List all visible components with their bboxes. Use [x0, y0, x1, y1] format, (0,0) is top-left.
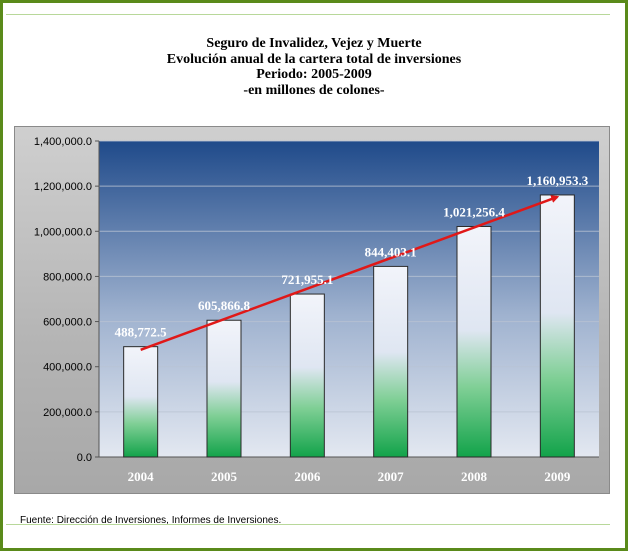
y-tick-label: 1,200,000.0	[34, 181, 92, 193]
data-label: 844,403.1	[365, 244, 417, 259]
y-tick-label: 800,000.0	[43, 271, 92, 283]
data-label: 488,772.5	[115, 325, 168, 340]
bar	[289, 293, 325, 458]
y-tick-label: 0.0	[77, 452, 92, 464]
y-tick-label: 1,000,000.0	[34, 226, 92, 238]
bar	[123, 346, 159, 458]
trend-arrow	[140, 195, 560, 351]
frame-decor-bottom	[6, 524, 610, 525]
x-tick-label: 2005	[211, 469, 238, 484]
bar	[539, 194, 575, 458]
data-label: 605,866.8	[198, 298, 251, 313]
data-label: 1,160,953.3	[526, 173, 588, 188]
x-tick-label: 2009	[544, 469, 571, 484]
bar-chart: 0.0 200,000.0 400,000.0 600,000.0 800,000.0 1…	[34, 136, 599, 484]
header-line-3: Periodo: 2005-2009	[256, 67, 372, 82]
y-tick-label: 600,000.0	[43, 317, 92, 329]
y-tick-label: 200,000.0	[43, 407, 92, 419]
source-note: Fuente: Dirección de Inversiones, Inform…	[20, 515, 282, 526]
data-label: 1,021,256.4	[443, 204, 505, 219]
header-line-4: -en millones de colones-	[243, 82, 385, 98]
x-tick-label: 2006	[294, 469, 321, 484]
header-line-2: Evolución anual de la cartera total de i…	[166, 51, 462, 67]
chart-panel: 0.0 200,000.0 400,000.0 600,000.0 800,000.0 1…	[14, 126, 610, 494]
data-label: 721,955.1	[281, 272, 333, 287]
frame-decor-top	[6, 14, 610, 15]
x-tick-label: 2007	[378, 469, 405, 484]
bar	[373, 265, 409, 458]
header-line-1: Seguro de Invalidez, Vejez y Muerte	[206, 36, 422, 51]
x-tick-label: 2008	[461, 469, 488, 484]
bar	[456, 225, 492, 458]
y-tick-label: 1,400,000.0	[34, 136, 92, 148]
plot-area	[99, 141, 599, 457]
chart-header: Seguro de Invalidez, Vejez y Muerte Evol…	[0, 36, 628, 98]
x-tick-label: 2004	[128, 469, 155, 484]
y-tick-label: 400,000.0	[43, 362, 92, 374]
bar	[206, 319, 242, 458]
